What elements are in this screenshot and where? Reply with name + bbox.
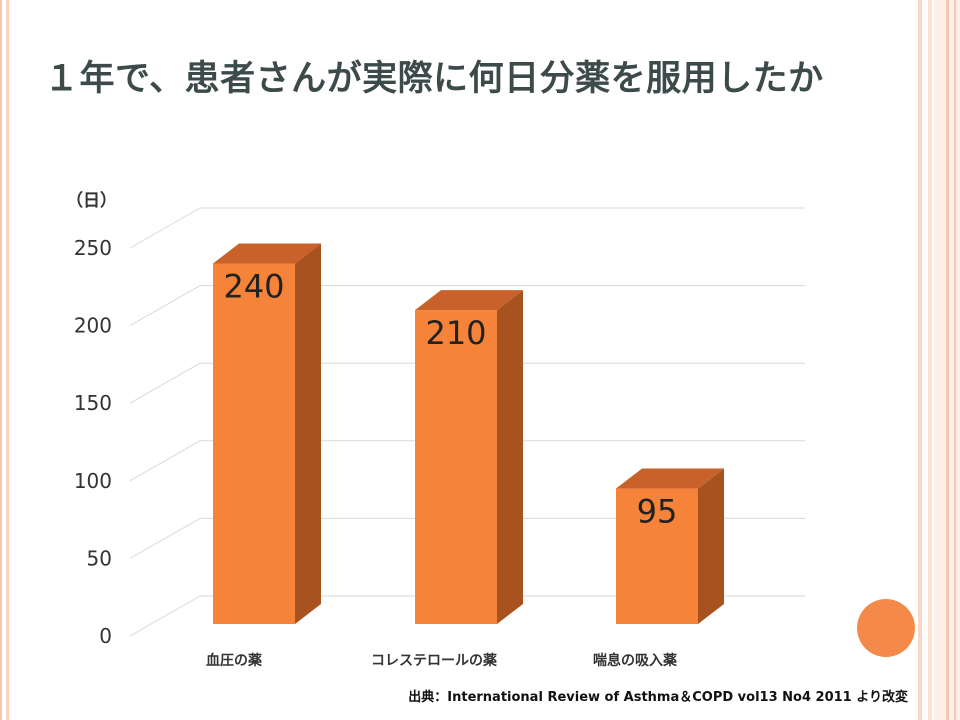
bar-top xyxy=(616,468,724,489)
bar-top xyxy=(415,290,523,311)
gridline-diagonal xyxy=(129,285,201,327)
bar-data-label: 240 xyxy=(223,268,284,306)
bar xyxy=(415,310,497,624)
gridline-diagonal xyxy=(129,440,201,482)
bar-data-label: 95 xyxy=(637,493,678,531)
gridline-diagonal xyxy=(129,595,201,637)
y-tick-label: 0 xyxy=(99,624,112,648)
y-tick-label: 100 xyxy=(74,469,112,493)
bar-side xyxy=(295,243,321,624)
source-citation: 出典：International Review of Asthma＆COPD v… xyxy=(408,690,908,705)
bar xyxy=(213,263,295,624)
y-tick-label: 50 xyxy=(87,546,112,570)
y-tick-label: 150 xyxy=(74,391,112,415)
y-tick-label: 250 xyxy=(74,236,112,260)
gridline-diagonal xyxy=(129,362,201,404)
bar-data-label: 210 xyxy=(425,314,486,352)
x-category-label: 血圧の薬 xyxy=(206,652,262,669)
bar-side xyxy=(497,290,523,624)
gridline-diagonal xyxy=(129,517,201,559)
gridline-diagonal xyxy=(129,207,201,249)
bar-side xyxy=(698,468,724,624)
slide-title: １年で、患者さんが実際に何日分薬を服用したか xyxy=(44,59,824,99)
y-axis-unit-label: （日） xyxy=(66,191,117,211)
decorative-circle xyxy=(857,599,915,657)
bar xyxy=(616,488,698,624)
x-category-label: コレステロールの薬 xyxy=(371,652,497,669)
y-tick-label: 200 xyxy=(74,314,112,338)
x-category-label: 喘息の吸入薬 xyxy=(593,652,677,669)
bar-top xyxy=(213,243,321,264)
